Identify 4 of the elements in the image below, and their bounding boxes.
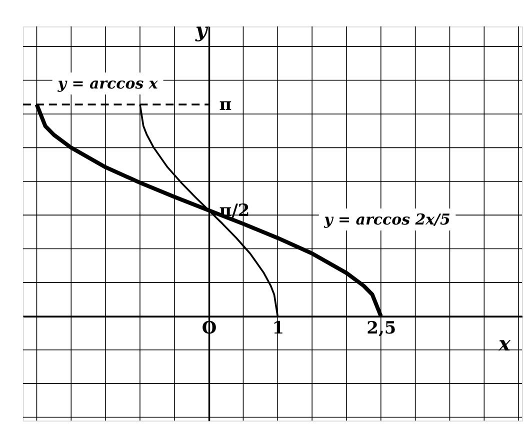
- annotation: y = arccos 2x/5: [323, 210, 450, 229]
- y-tick-label: π: [219, 94, 232, 114]
- y-axis-title: y: [194, 18, 209, 42]
- annotation: y = arccos x: [56, 74, 159, 93]
